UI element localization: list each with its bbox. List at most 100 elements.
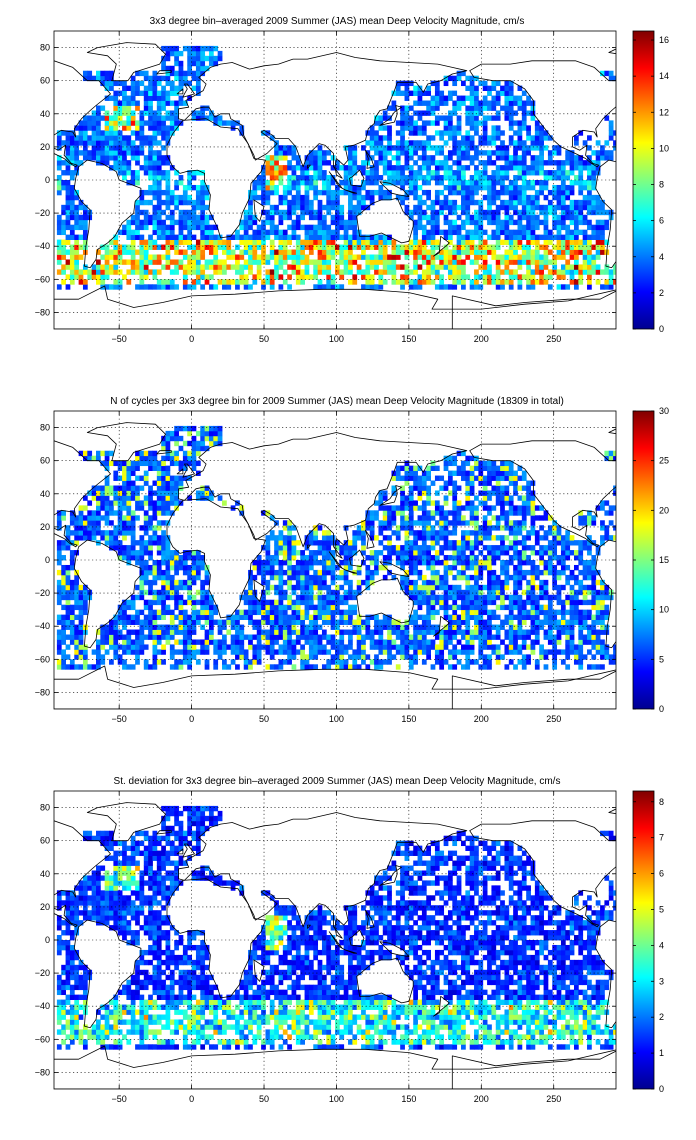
data-bin bbox=[391, 259, 397, 265]
data-bin bbox=[282, 239, 288, 245]
data-bin bbox=[291, 525, 297, 531]
data-bin bbox=[195, 619, 201, 625]
data-bin bbox=[187, 599, 193, 606]
data-bin bbox=[274, 574, 279, 581]
data-bin bbox=[365, 130, 371, 136]
data-bin bbox=[465, 75, 471, 82]
data-bin bbox=[330, 589, 336, 596]
data-bin bbox=[313, 654, 319, 660]
data-bin bbox=[295, 184, 301, 191]
data-bin bbox=[430, 244, 436, 250]
data-bin bbox=[547, 135, 553, 141]
data-bin bbox=[143, 564, 149, 571]
data-bin bbox=[174, 259, 179, 265]
data-bin bbox=[452, 150, 458, 156]
data-bin bbox=[287, 649, 292, 655]
data-bin bbox=[187, 579, 193, 586]
data-bin bbox=[174, 550, 179, 556]
data-bin bbox=[447, 110, 453, 116]
data-bin bbox=[600, 209, 605, 216]
data-bin bbox=[178, 264, 184, 270]
data-bin bbox=[426, 229, 431, 236]
data-bin bbox=[378, 120, 384, 126]
data-bin bbox=[582, 254, 588, 260]
data-bin bbox=[191, 609, 197, 616]
data-bin bbox=[230, 254, 236, 260]
data-bin bbox=[208, 224, 214, 231]
data-bin bbox=[126, 125, 132, 131]
data-bin bbox=[287, 530, 292, 536]
data-bin bbox=[78, 254, 84, 260]
data-bin bbox=[595, 150, 601, 156]
data-bin bbox=[465, 214, 471, 221]
data-bin bbox=[452, 249, 458, 255]
data-bin bbox=[343, 609, 349, 616]
data-bin bbox=[452, 175, 458, 181]
data-bin bbox=[165, 470, 171, 476]
data-bin bbox=[274, 569, 279, 576]
data-bin bbox=[391, 644, 397, 650]
data-bin bbox=[530, 254, 536, 260]
data-bin bbox=[126, 619, 132, 625]
data-bin bbox=[265, 259, 271, 265]
data-bin bbox=[104, 624, 110, 630]
data-bin bbox=[139, 269, 145, 275]
data-bin bbox=[569, 150, 575, 156]
data-bin bbox=[269, 219, 275, 226]
data-bin bbox=[313, 584, 319, 591]
data-bin bbox=[135, 80, 140, 87]
data-bin bbox=[148, 664, 153, 670]
data-bin bbox=[378, 490, 384, 496]
data-bin bbox=[452, 140, 458, 146]
data-bin bbox=[408, 175, 414, 181]
data-bin bbox=[204, 219, 210, 226]
data-bin bbox=[169, 45, 175, 52]
data-bin bbox=[426, 264, 431, 270]
data-bin bbox=[348, 564, 353, 571]
data-bin bbox=[391, 510, 397, 516]
data-bin bbox=[191, 560, 197, 566]
data-bin bbox=[443, 199, 449, 206]
data-bin bbox=[169, 65, 175, 72]
data-bin bbox=[591, 244, 597, 250]
data-bin bbox=[443, 100, 449, 106]
data-bin bbox=[369, 145, 375, 151]
data-bin bbox=[187, 659, 193, 665]
data-bin bbox=[252, 229, 258, 236]
data-bin bbox=[143, 475, 149, 481]
data-bin bbox=[369, 569, 375, 576]
data-bin bbox=[339, 584, 345, 591]
data-bin bbox=[369, 279, 375, 285]
data-bin bbox=[335, 165, 340, 171]
data-bin bbox=[261, 594, 266, 601]
data-bin bbox=[82, 120, 88, 126]
data-bin bbox=[491, 125, 497, 131]
data-bin bbox=[109, 130, 114, 136]
data-bin bbox=[165, 110, 171, 116]
data-bin bbox=[143, 214, 149, 221]
data-bin bbox=[113, 90, 119, 96]
data-bin bbox=[56, 545, 62, 551]
data-bin bbox=[352, 194, 358, 201]
data-bin bbox=[495, 100, 501, 106]
data-bin bbox=[382, 194, 388, 201]
data-bin bbox=[239, 629, 245, 635]
data-bin bbox=[339, 214, 345, 221]
data-bin bbox=[569, 155, 575, 161]
data-bin bbox=[109, 450, 114, 457]
data-bin bbox=[326, 550, 332, 556]
data-bin bbox=[560, 224, 566, 231]
data-bin bbox=[287, 520, 292, 526]
data-bin bbox=[222, 619, 227, 625]
data-bin bbox=[191, 460, 197, 467]
data-bin bbox=[82, 264, 88, 270]
data-bin bbox=[65, 239, 71, 245]
data-bin bbox=[465, 204, 471, 211]
coastline bbox=[156, 70, 172, 75]
data-bin bbox=[469, 189, 475, 196]
data-bin bbox=[78, 609, 84, 616]
data-bin bbox=[330, 614, 336, 620]
data-bin bbox=[378, 520, 384, 526]
data-bin bbox=[182, 440, 188, 447]
data-bin bbox=[248, 644, 253, 650]
